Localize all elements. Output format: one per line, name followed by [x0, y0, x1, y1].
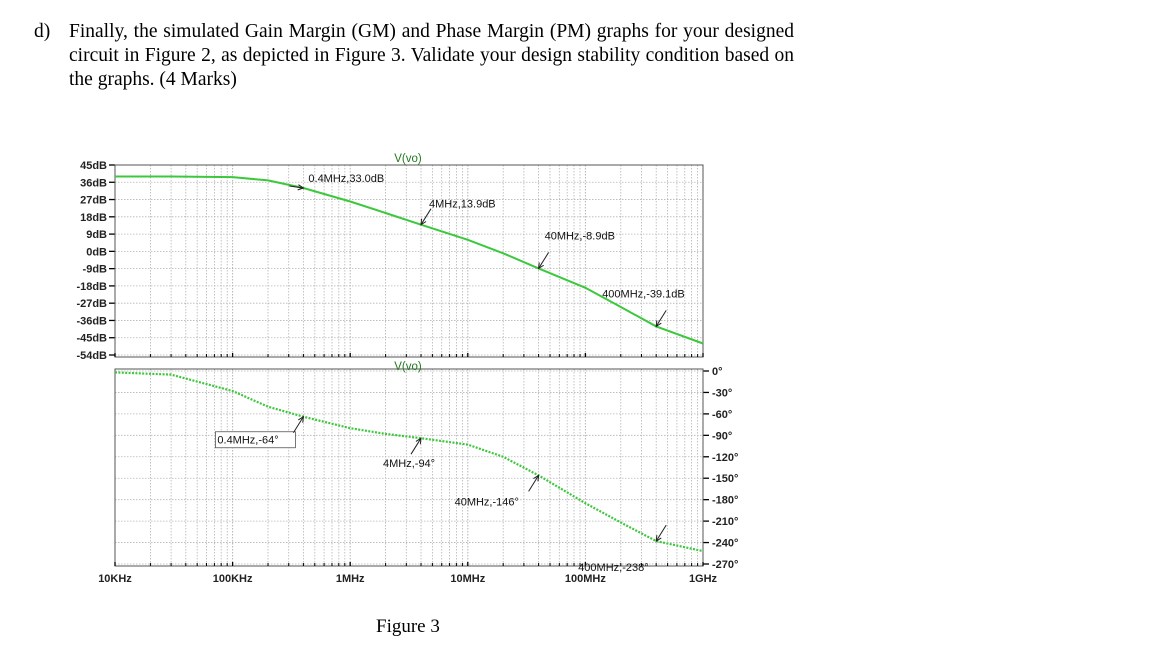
y-tick-label: -30° — [712, 387, 732, 399]
y-tick-label: -150° — [712, 473, 738, 485]
plot-frame — [114, 164, 704, 358]
annotation-label: 400MHz,-39.1dB — [602, 288, 685, 300]
annotation-arrow — [655, 524, 667, 542]
annotation-label: 40MHz,-146° — [455, 496, 519, 508]
y-tick-label: 0° — [712, 366, 723, 378]
figure-caption: Figure 3 — [376, 616, 440, 637]
y-tick-label: -45dB — [76, 333, 107, 345]
y-tick-label: -27dB — [76, 298, 107, 310]
x-tick-label: 10KHz — [98, 573, 132, 585]
annotation-label: 4MHz,13.9dB — [429, 199, 496, 211]
y-tick-label: 18dB — [80, 212, 107, 224]
x-tick-label: 100MHz — [565, 573, 606, 585]
annotations: 0.4MHz,33.0dB 4MHz,13.9dB 40MHz,-8.9dB 400M… — [215, 173, 685, 574]
y-tick-label: -9dB — [83, 264, 108, 276]
y-tick-label: 36dB — [80, 177, 107, 189]
question-block: d) Finally, the simulated Gain Margin (G… — [34, 20, 794, 92]
annotation-arrowhead — [655, 535, 662, 543]
annotation-arrowhead — [537, 262, 544, 270]
annotation-arrow — [289, 185, 304, 189]
y-tick-label: -90° — [712, 430, 732, 442]
annotation-arrow — [410, 437, 422, 455]
annotation-arrowhead — [297, 184, 305, 191]
y-tick-label: -36dB — [76, 315, 107, 327]
annotation-label: 0.4MHz,33.0dB — [308, 173, 384, 185]
question-number: d) — [34, 21, 51, 42]
plot-title: V(vo) — [394, 153, 422, 165]
annotation-arrowhead — [533, 474, 540, 482]
annotation-arrow — [655, 310, 667, 327]
y-tick-label: -120° — [712, 452, 738, 464]
annotation-label: 4MHz,-94° — [383, 458, 435, 470]
y-tick-label: 27dB — [80, 195, 107, 207]
y-tick-label: -54dB — [76, 350, 107, 362]
question-text: Finally, the simulated Gain Margin (GM) … — [69, 21, 794, 90]
x-tick-label: 1GHz — [689, 573, 718, 585]
annotation-arrowhead — [420, 218, 427, 226]
y-tick-label: 45dB — [80, 160, 107, 172]
gain-trace — [115, 175, 704, 345]
phase-trace — [114, 371, 704, 553]
x-tick-label: 1MHz — [336, 573, 365, 585]
y-tick-label: 9dB — [86, 229, 107, 241]
y-tick-label: -180° — [712, 495, 738, 507]
y-tick-label: -60° — [712, 409, 732, 421]
annotation-arrow — [538, 252, 550, 269]
annotation-arrowhead — [655, 320, 662, 328]
plot-frame — [114, 368, 704, 567]
annotation-arrowhead — [298, 415, 305, 423]
y-tick-label: -270° — [712, 559, 738, 571]
y-tick-label: 0dB — [86, 246, 107, 258]
x-tick-label: 100KHz — [213, 573, 253, 585]
plot-title: V(vo) — [394, 361, 422, 373]
grid-lines — [114, 164, 703, 566]
annotation-arrow — [420, 208, 432, 225]
annotation-arrow — [528, 475, 540, 492]
y-tick-label: -210° — [712, 516, 738, 528]
y-tick-label: -240° — [712, 538, 738, 550]
axis-labels: 45dB 36dB 27dB 18dB 9dB 0dB -9dB -18dB -27dB -36d… — [76, 153, 738, 585]
annotation-label: 0.4MHz,-64° — [217, 435, 278, 447]
annotation-arrow — [292, 416, 304, 434]
annotation-label: 40MHz,-8.9dB — [545, 230, 615, 242]
y-tick-label: -18dB — [76, 281, 107, 293]
plot-frames — [109, 164, 709, 567]
annotation-arrowhead — [415, 437, 422, 445]
x-tick-label: 10MHz — [450, 573, 485, 585]
annotation-label: 400MHz,-238° — [578, 562, 648, 574]
annotation-box — [215, 431, 296, 449]
